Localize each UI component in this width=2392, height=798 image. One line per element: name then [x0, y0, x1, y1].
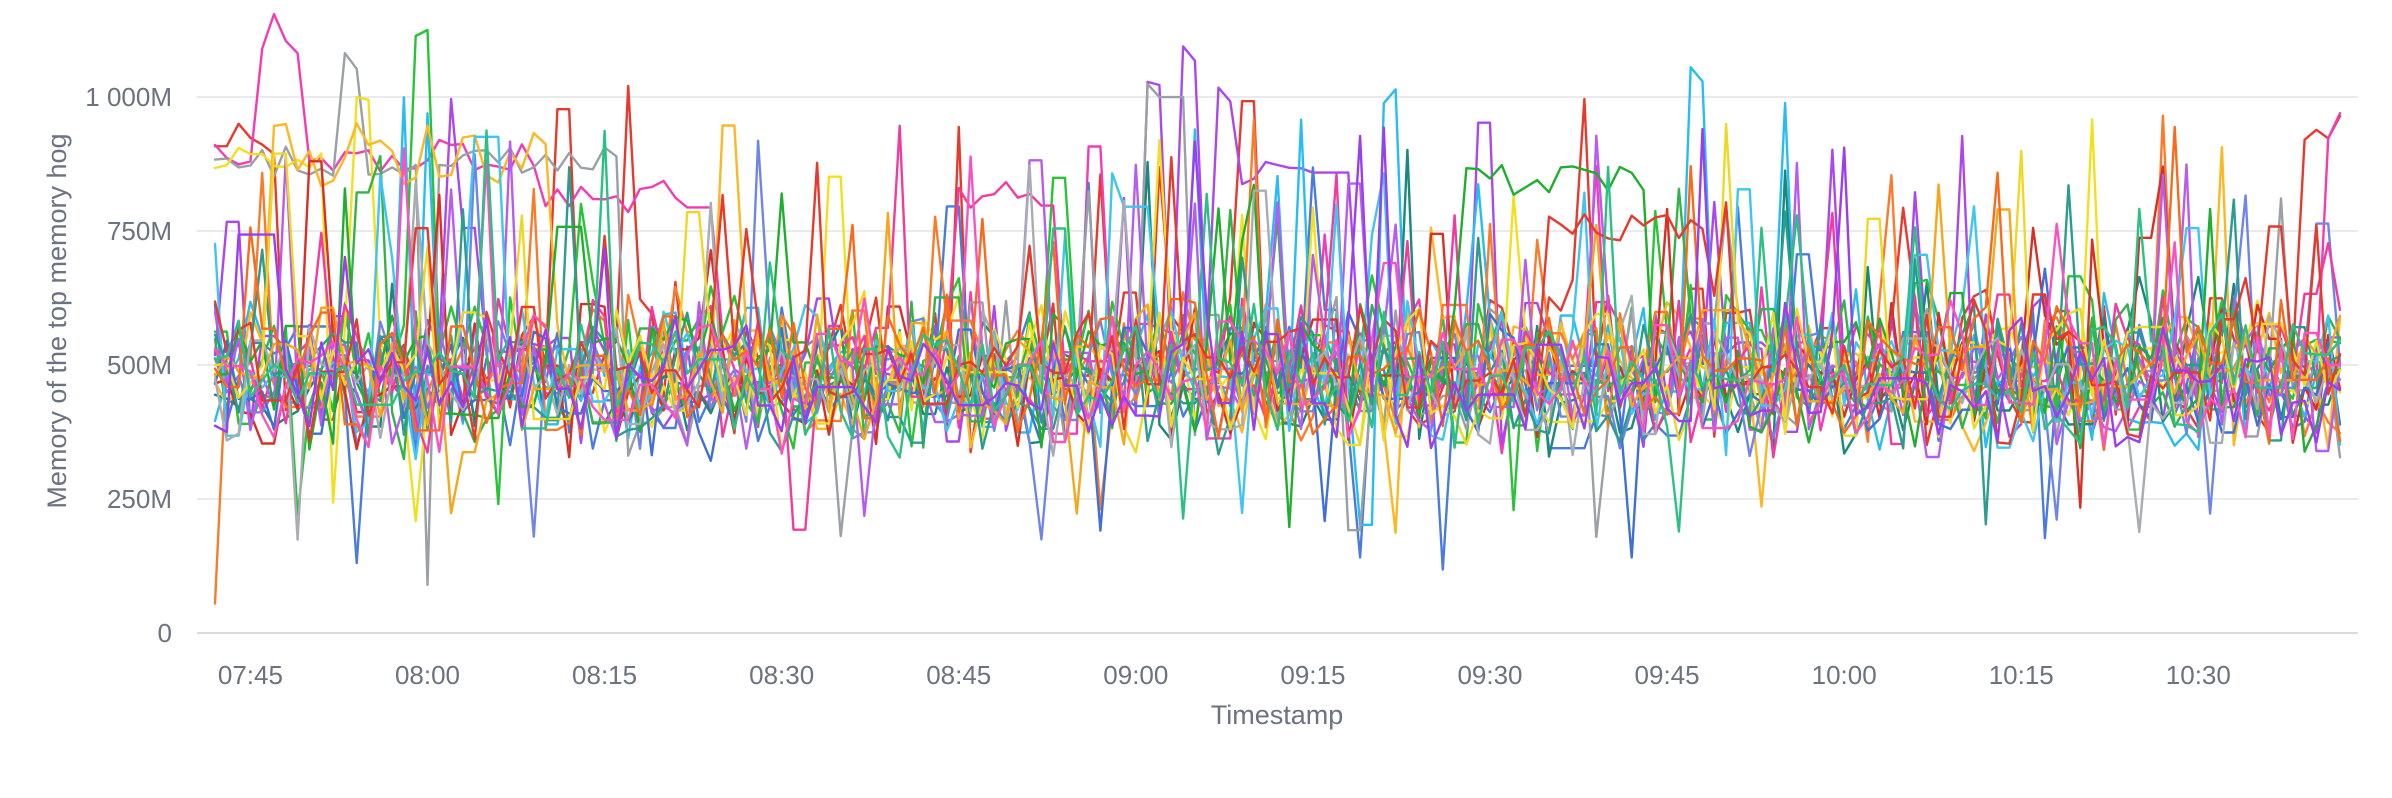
x-tick-label: 10:00 [1812, 660, 1877, 690]
x-tick-label: 08:00 [395, 660, 460, 690]
series-line-proc-18 [213, 135, 2342, 515]
plot-area[interactable] [197, 10, 2358, 633]
y-tick-label: 750M [107, 216, 172, 246]
x-tick-label: 08:15 [572, 660, 637, 690]
series-line-proc-24 [213, 125, 2342, 452]
series-line-proc-05 [213, 66, 2342, 526]
x-tick-label: 08:45 [926, 660, 991, 690]
series-lines [213, 12, 2342, 605]
y-tick-label: 1 000M [85, 82, 172, 112]
x-tick-label: 08:30 [749, 660, 814, 690]
x-tick-label: 10:15 [1989, 660, 2054, 690]
series-line-proc-26 [213, 147, 2342, 455]
x-axis-title: Timestamp [1211, 700, 1344, 730]
x-tick-label: 07:45 [218, 660, 283, 690]
x-tick-label: 09:15 [1280, 660, 1345, 690]
x-tick-label: 10:30 [2166, 660, 2231, 690]
series-line-proc-28 [213, 126, 2342, 450]
x-tick-label: 09:45 [1635, 660, 1700, 690]
series-line-proc-27 [213, 129, 2342, 533]
y-tick-label: 250M [107, 484, 172, 514]
x-tick-label: 09:30 [1457, 660, 1522, 690]
y-tick-label: 500M [107, 350, 172, 380]
y-axis-title: Memory of the top memory hog [42, 133, 72, 508]
y-tick-label: 0 [158, 618, 172, 648]
y-axis-tick-labels: 0 250M 500M 750M 1 000M [85, 82, 172, 648]
x-tick-label: 09:00 [1103, 660, 1168, 690]
x-axis-tick-labels: 07:45 08:00 08:15 08:30 08:45 09:00 09:15 09:30… [218, 660, 2231, 690]
series-line-proc-23 [213, 183, 2342, 515]
